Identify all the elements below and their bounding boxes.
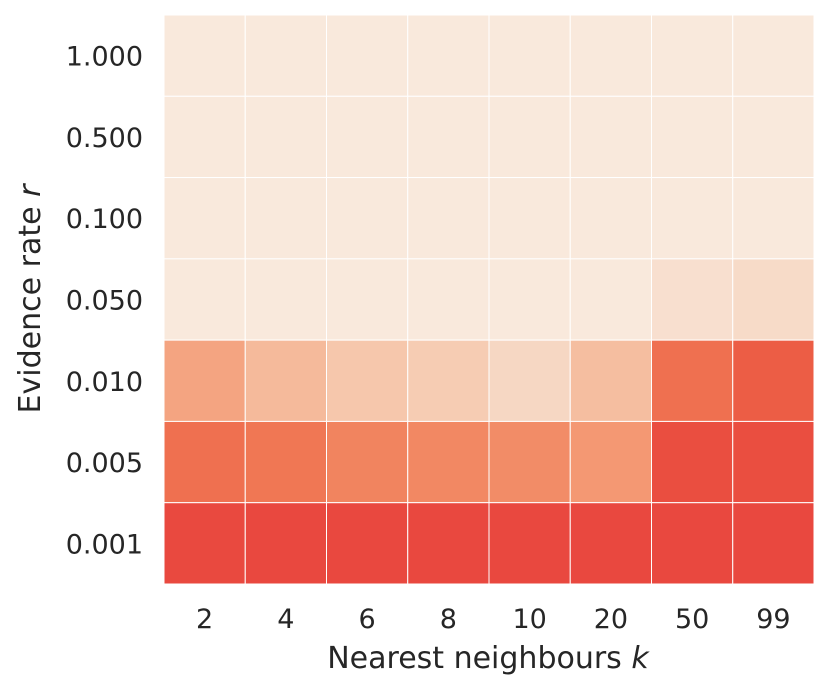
heatmap-cell [651,14,734,97]
heatmap-cell [651,339,734,422]
heatmap-cell [732,339,815,422]
heatmap-cell [569,177,652,260]
x-tick-label: 4 [277,604,294,635]
x-tick-label: 6 [359,604,376,635]
heatmap-cell [569,95,652,179]
heatmap-cell [326,502,409,585]
heatmap-cell [732,420,815,504]
heatmap-cell [244,420,327,504]
heatmap-cell [163,14,246,97]
heatmap-cell [488,502,571,585]
heatmap-cell [732,177,815,260]
heatmap-cell [244,258,327,341]
y-tick-label: 0.010 [66,367,143,398]
y-tick-label: 0.005 [66,448,143,479]
heatmap-cell [488,95,571,179]
x-tick-labels: 2 4 6 8 10 20 50 99 [196,604,791,635]
heatmap-cell [326,177,409,260]
heatmap-cell [407,502,490,585]
heatmap-cell [326,339,409,422]
heatmap-cell [488,339,571,422]
heatmap-cell [163,177,246,260]
heatmap-cell [569,502,652,585]
y-tick-label: 0.500 [66,123,143,154]
heatmap-cell [651,177,734,260]
heatmap-cell [732,258,815,341]
heatmap-cell [407,258,490,341]
y-tick-label: 1.000 [66,42,143,73]
heatmap-cell [244,502,327,585]
heatmap-cell [732,14,815,97]
y-tick-label: 0.100 [66,204,143,235]
y-tick-label: 0.001 [66,529,143,560]
heatmap-cell [732,95,815,179]
x-tick-label: 10 [512,604,546,635]
heatmap-cell [326,258,409,341]
heatmap-cell [326,95,409,179]
heatmap-cell [407,95,490,179]
heatmap-cell [244,339,327,422]
heatmap-cell [407,177,490,260]
heatmap-cell [407,420,490,504]
x-tick-label: 50 [675,604,709,635]
heatmap-cell [407,14,490,97]
heatmap-cell [569,339,652,422]
heatmap-cell [651,502,734,585]
heatmap-cell [163,95,246,179]
heatmap-cell [569,14,652,97]
x-tick-label: 20 [594,604,628,635]
x-axis-label: Nearest neighbours k [327,641,650,676]
heatmap-cell [488,177,571,260]
heatmap-cell [651,420,734,504]
heatmap-cell [163,502,246,585]
y-tick-label: 0.050 [66,286,143,317]
heatmap-cell [244,177,327,260]
heatmap-cell [244,14,327,97]
heatmap-cell [569,420,652,504]
heatmap-cell [651,258,734,341]
heatmap-cell [651,95,734,179]
heatmap-cell [244,95,327,179]
x-tick-label: 2 [196,604,213,635]
heatmap-cell [163,339,246,422]
heatmap-cell [163,258,246,341]
y-axis-label: Evidence rate r [13,183,48,414]
heatmap-cell [326,14,409,97]
heatmap-cell [163,420,246,504]
heatmap-cells [163,14,815,585]
heatmap-cell [326,420,409,504]
heatmap-cell [488,258,571,341]
y-tick-labels: 1.000 0.500 0.100 0.050 0.010 0.005 0.001 [66,42,143,561]
heatmap-cell [732,502,815,585]
x-tick-label: 8 [440,604,457,635]
heatmap-cell [569,258,652,341]
x-tick-label: 99 [756,604,790,635]
heatmap-cell [407,339,490,422]
heatmap-cell [488,420,571,504]
heatmap-cell [488,14,571,97]
